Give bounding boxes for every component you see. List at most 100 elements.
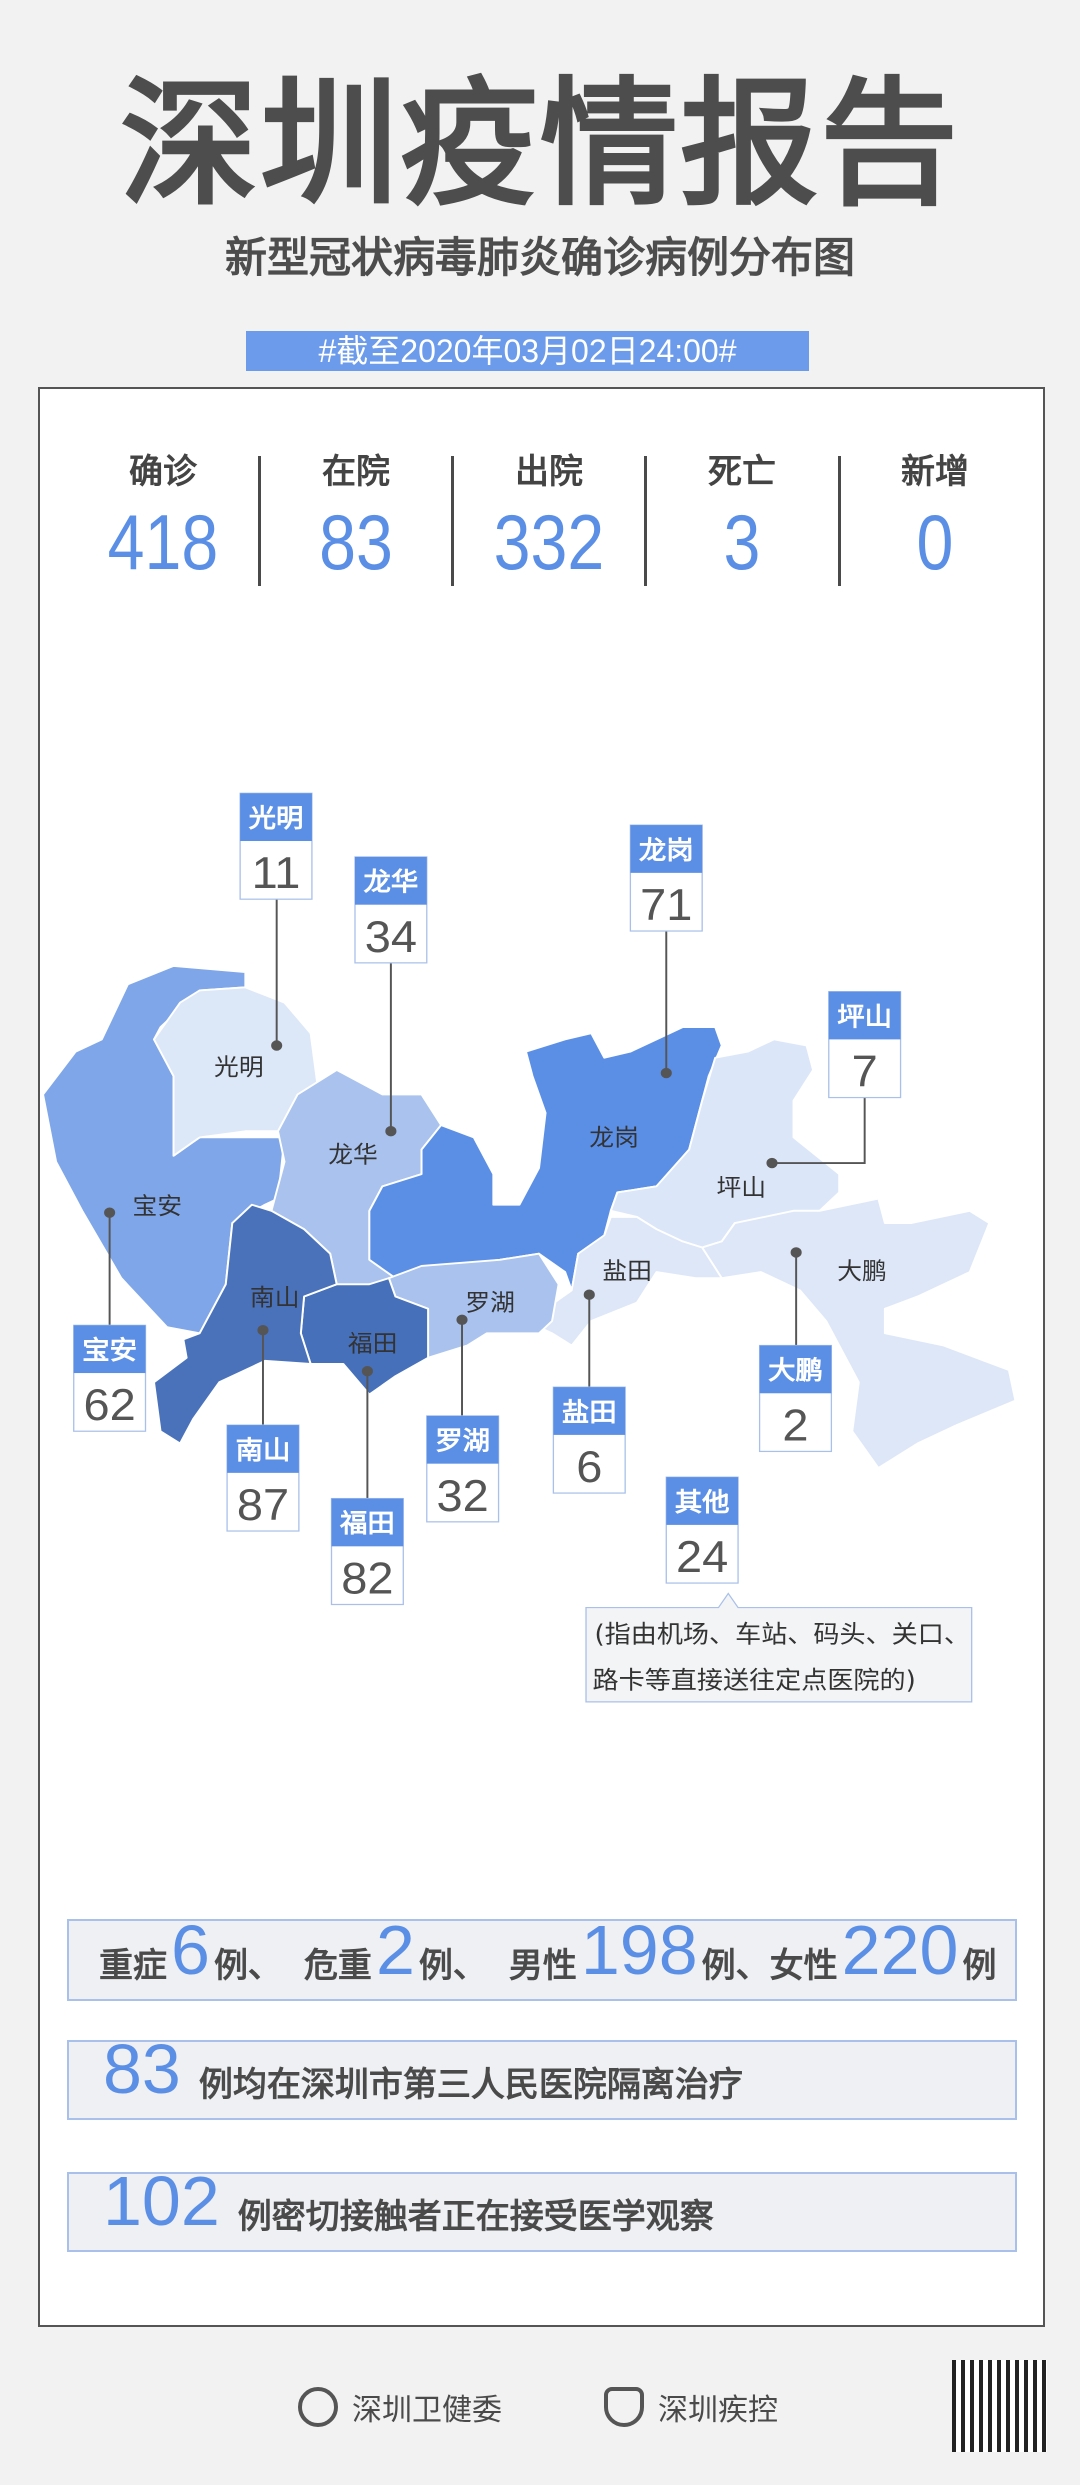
- divider: [451, 456, 454, 586]
- map-label-baoan: 宝安: [132, 1193, 182, 1220]
- callout-luohu: 罗湖 32: [426, 1415, 500, 1523]
- org-name: 深圳卫健委: [352, 2393, 502, 2428]
- divider: [258, 456, 261, 586]
- callout-name: 其他: [675, 1488, 730, 1518]
- leader-dot: [660, 1067, 672, 1079]
- region-yantian: [538, 1216, 723, 1347]
- callout-pingshan: 坪山 7: [828, 991, 902, 1099]
- callout-yantian: 盐田 6: [552, 1386, 626, 1494]
- divider: [838, 456, 841, 586]
- hospital-text: 例均在深圳市第三人民医院隔离治疗: [198, 2065, 743, 2105]
- region-longgang: [368, 1026, 723, 1292]
- stat-label: 死亡: [708, 452, 776, 492]
- qr-code-icon: [952, 2360, 1047, 2452]
- leader-dot: [583, 1289, 595, 1300]
- footer-org-cdc: 深圳疾控: [604, 2385, 778, 2429]
- callout-name: 南山: [236, 1436, 291, 1466]
- stat-confirmed: 确诊 418: [68, 450, 258, 590]
- map-label-yantian: 盐田: [602, 1257, 652, 1284]
- stat-value: 418: [107, 498, 219, 586]
- stat-hospitalized: 在院 83: [261, 450, 451, 590]
- leader-dot: [790, 1247, 802, 1258]
- leader-dot: [257, 1325, 269, 1336]
- stat-label: 在院: [322, 452, 390, 492]
- severe-label: 重症: [99, 1946, 167, 1986]
- other-note-line1: (指由机场、车站、码头、关口、: [594, 1620, 969, 1648]
- stat-value: 3: [723, 498, 761, 586]
- callout-longhua: 龙华 34: [354, 856, 428, 964]
- callout-name: 坪山: [837, 1002, 892, 1032]
- callout-count: 34: [365, 912, 417, 961]
- callout-count: 11: [252, 848, 301, 897]
- male-count: 198: [580, 1911, 698, 1989]
- map-label-longhua: 龙华: [328, 1141, 378, 1168]
- map-label-pingshan: 坪山: [717, 1174, 767, 1201]
- map-label-nanshan: 南山: [250, 1284, 300, 1311]
- date-badge: #截至2020年03月02日24:00#: [246, 331, 809, 371]
- critical-count: 2: [375, 1911, 415, 1989]
- stat-label: 确诊: [129, 452, 197, 492]
- stat-deaths: 死亡 3: [647, 450, 837, 590]
- callout-name: 福田: [339, 1509, 395, 1539]
- critical-label: 危重: [303, 1946, 372, 1986]
- contacts-count: 102: [103, 2162, 220, 2240]
- other-note-box: [585, 1592, 973, 1703]
- stat-discharged: 出院 332: [454, 450, 644, 590]
- leader-dot: [385, 1126, 397, 1137]
- unit: 例、: [701, 1946, 770, 1986]
- leader-line-pingshan: [771, 1097, 866, 1164]
- callout-name: 宝安: [82, 1336, 137, 1366]
- map-label-longgang: 龙岗: [589, 1124, 639, 1151]
- map-label-luohu: 罗湖: [465, 1289, 515, 1316]
- footer-org-health-commission: 深圳卫健委: [298, 2385, 502, 2429]
- leader-dot: [104, 1207, 116, 1218]
- callout-count: 82: [341, 1554, 393, 1603]
- page-title: 深圳疫情报告: [119, 64, 960, 225]
- leader-dot: [456, 1314, 468, 1325]
- callout-dapeng: 大鹏 2: [758, 1344, 833, 1453]
- callout-baoan: 宝安 62: [73, 1324, 147, 1432]
- unit: 例、: [418, 1946, 487, 1986]
- cdc-shield-logo-icon: [604, 2387, 644, 2427]
- callout-count: 7: [852, 1047, 878, 1096]
- stat-label: 新增: [901, 452, 969, 492]
- unit: 例、: [213, 1946, 282, 1986]
- contacts-text: 例密切接触者正在接受医学观察: [237, 2197, 714, 2237]
- summary-close-contacts: 102 例密切接触者正在接受医学观察: [67, 2164, 1017, 2252]
- callout-name: 大鹏: [768, 1356, 823, 1386]
- page-subtitle: 新型冠状病毒肺炎确诊病例分布图: [224, 233, 855, 282]
- callout-count: 71: [640, 880, 692, 929]
- other-note-line2: 路卡等直接送往定点医院的): [593, 1666, 916, 1694]
- callout-nanshan: 南山 87: [226, 1424, 300, 1532]
- summary-hospital: 83 例均在深圳市第三人民医院隔离治疗: [67, 2032, 1017, 2120]
- severe-count: 6: [171, 1911, 210, 1989]
- callout-futian: 福田 82: [330, 1497, 404, 1606]
- hospital-count: 83: [103, 2030, 181, 2108]
- callout-count: 62: [83, 1381, 135, 1430]
- leader-dot: [766, 1157, 778, 1169]
- stat-value: 332: [493, 498, 605, 586]
- map-label-guangming: 光明: [214, 1054, 264, 1081]
- region-dapeng: [701, 1197, 1017, 1469]
- org-name: 深圳疾控: [658, 2393, 778, 2428]
- callout-guangming: 光明 11: [239, 792, 313, 900]
- male-label: 男性: [508, 1946, 577, 1986]
- callout-name: 光明: [248, 804, 304, 834]
- summary-severity-gender: 重症 6 例、 危重 2 例、 男性 198 例、 女性 220 例: [67, 1913, 1017, 2001]
- shenzhen-district-map: 光明 龙华 龙岗 坪山 宝安 南山 福田 罗湖 盐田 大鹏 光明 11 龙华 34 龙岗…: [42, 792, 1017, 1703]
- stat-new: 新增 0: [840, 450, 1030, 590]
- callout-longgang: 龙岗 71: [629, 824, 703, 932]
- leader-dot: [361, 1366, 373, 1377]
- health-commission-logo-icon: [298, 2387, 338, 2427]
- stat-label: 出院: [515, 452, 583, 492]
- callout-count: 24: [676, 1532, 728, 1581]
- unit: 例: [962, 1946, 997, 1986]
- callout-count: 32: [437, 1471, 489, 1520]
- callout-name: 龙岗: [639, 836, 694, 866]
- stat-value: 83: [319, 498, 393, 586]
- callout-count: 2: [782, 1401, 808, 1450]
- callout-name: 龙华: [363, 867, 418, 897]
- divider: [644, 456, 647, 586]
- stat-value: 0: [916, 498, 954, 586]
- callout-other: 其他 24: [665, 1476, 739, 1584]
